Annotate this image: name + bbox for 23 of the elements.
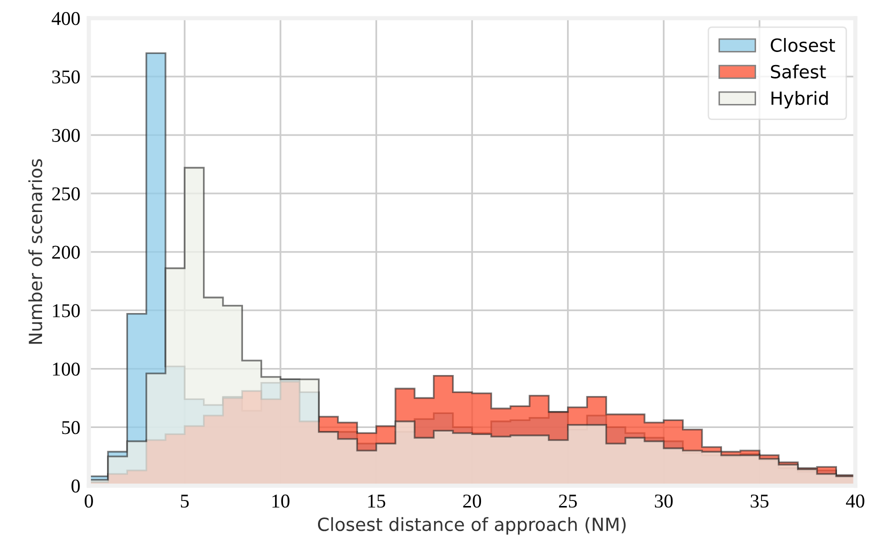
x-axis-title: Closest distance of approach (NM) [318,517,626,535]
y-tick-label: 350 [52,70,80,84]
y-tick-label: 200 [52,246,80,259]
y-tick-label: 300 [52,128,80,142]
x-tick-label: 10 [272,494,290,508]
legend-label: Closest [770,38,836,52]
x-tick-label: 15 [368,494,386,508]
x-tick-label: 30 [654,494,673,508]
y-tick-label: 400 [52,12,80,26]
x-tick-label: 40 [846,494,864,508]
x-tick-label: 20 [463,494,482,508]
y-axis-title: Number of scenarios [28,159,42,344]
y-tick-label: 150 [53,304,80,318]
y-tick-label: 50 [62,421,80,434]
x-tick-label: 0 [84,494,93,508]
x-tick-label: 5 [180,494,189,508]
x-tick-label: 35 [750,494,768,508]
legend-label: Hybrid [772,91,828,108]
y-tick-label: 100 [53,362,80,376]
x-tick-label: 25 [559,494,577,508]
y-tick-label: 0 [72,479,80,493]
y-tick-label: 250 [52,187,80,200]
legend-label: Safest [770,64,826,78]
